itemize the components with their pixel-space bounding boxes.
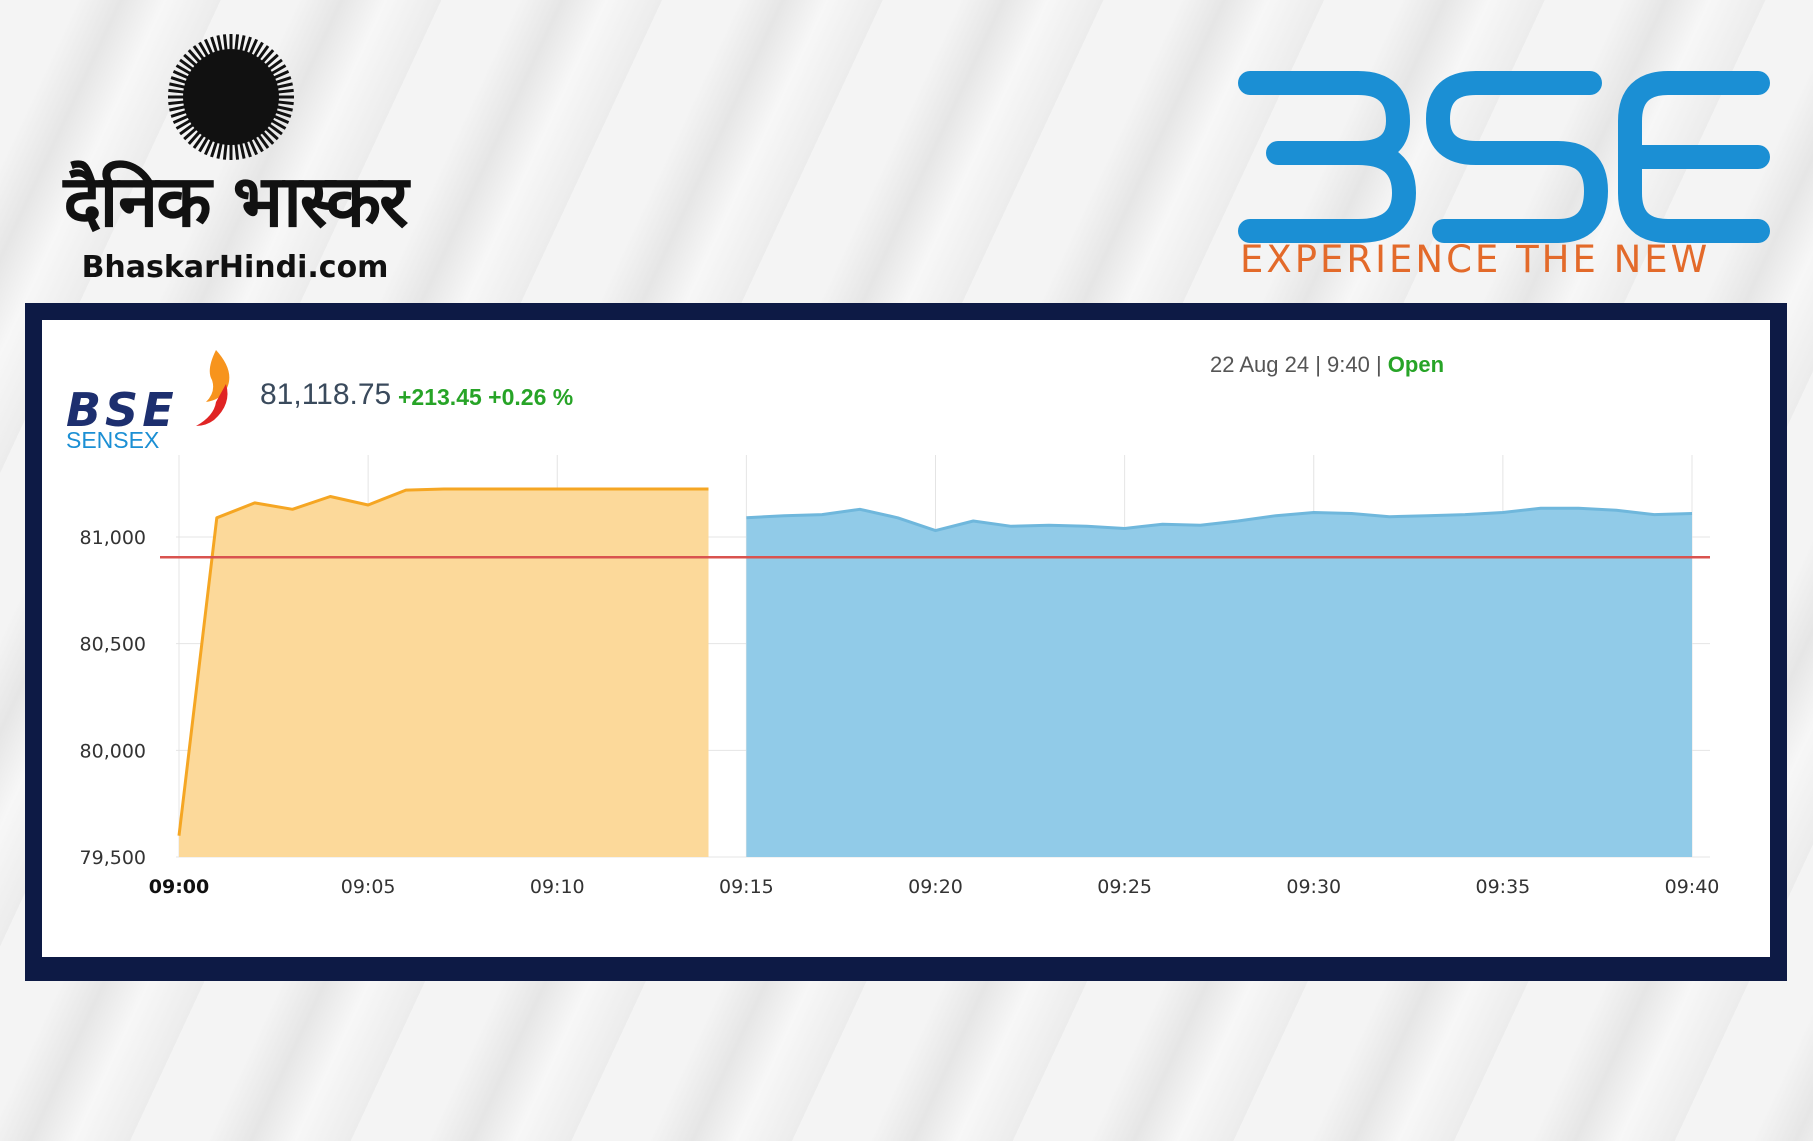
status-date: 22 Aug 24 | 9:40 |: [1210, 352, 1388, 377]
sensex-logo: BSE SENSEX: [66, 350, 230, 453]
y-tick-label: 80,000: [80, 740, 146, 762]
x-tick-label: 09:05: [341, 876, 396, 898]
x-tick-label: 09:30: [1286, 876, 1341, 898]
x-tick-label: 09:35: [1475, 876, 1530, 898]
pre-open-series-line: [177, 487, 709, 836]
bse-logo-letter-s: [1426, 71, 1608, 243]
status-open: Open: [1387, 352, 1445, 377]
sensex-logo-bottom: SENSEX: [66, 427, 159, 453]
bse-logo-letter-b: [1238, 71, 1416, 243]
index-change: +213.45 +0.26 %: [398, 384, 574, 410]
session-series-area: [746, 508, 1692, 857]
bse-logo-letter-e: [1618, 71, 1770, 243]
bhaskar-name: दैनिक भास्कर: [63, 159, 408, 243]
chart-panel: BSE SENSEX 81,118.75 +213.45 +0.26 % 22 …: [42, 320, 1770, 957]
axis-ticks: 79,500 80,000 80,500 81,000 09:00 09:05 09:10 0…: [80, 527, 1720, 898]
x-tick-label: 09:15: [719, 876, 774, 898]
bse-tagline: EXPERIENCE THE NEW: [1240, 238, 1711, 281]
x-tick-label: 09:20: [908, 876, 963, 898]
sensex-logo-top: BSE: [66, 383, 178, 437]
pre-open-series-area: [179, 489, 709, 857]
x-tick-label: 09:40: [1665, 876, 1720, 898]
bhaskar-url: BhaskarHindi.com: [81, 250, 389, 285]
chart-frame: BSE SENSEX 81,118.75 +213.45 +0.26 % 22 …: [25, 303, 1787, 981]
session-series-line: [746, 506, 1693, 533]
market-status: 22 Aug 24 | 9:40 | Open: [1210, 352, 1444, 378]
chart-series: [177, 487, 1693, 857]
x-tick-label: 09:25: [1097, 876, 1152, 898]
y-tick-label: 80,500: [80, 634, 146, 656]
x-tick-label: 09:00: [149, 876, 209, 898]
sun-icon: [168, 34, 294, 160]
dainik-bhaskar-logo: दैनिक भास्कर BhaskarHindi.com: [40, 32, 430, 285]
bse-logo: [1238, 71, 1770, 243]
x-tick-label: 09:10: [530, 876, 585, 898]
y-tick-label: 79,500: [80, 847, 146, 869]
index-value: 81,118.75: [260, 378, 392, 411]
y-tick-label: 81,000: [80, 527, 146, 549]
sensex-intraday-chart: 79,500 80,000 80,500 81,000 09:00 09:05 09:10 0…: [80, 455, 1720, 898]
